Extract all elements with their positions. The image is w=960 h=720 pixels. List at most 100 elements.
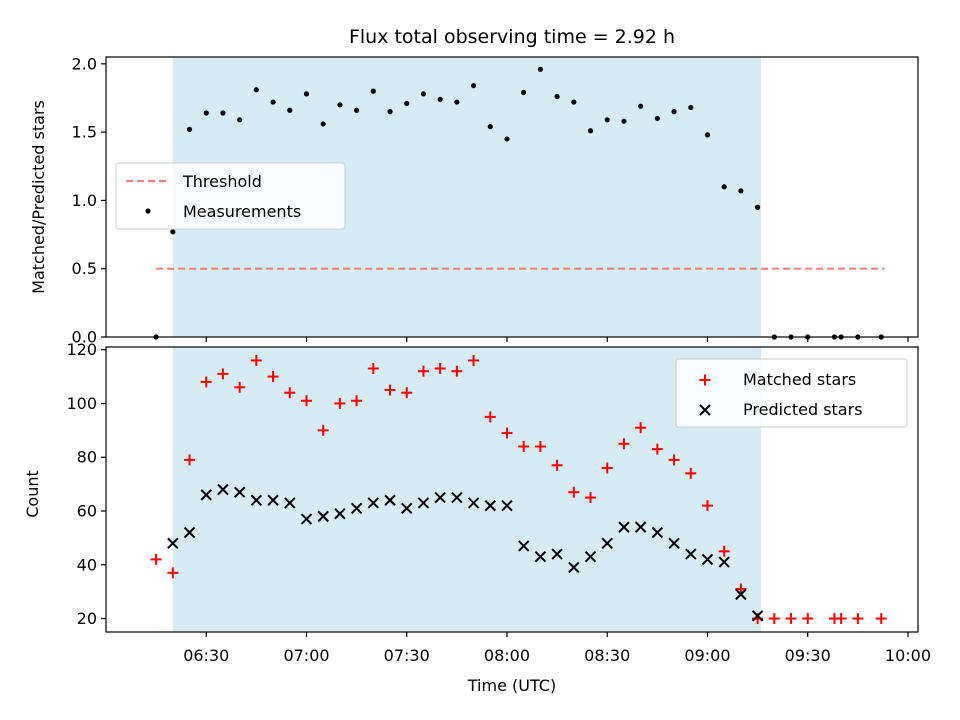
predicted-star-point bbox=[735, 588, 747, 601]
predicted-star-point bbox=[651, 526, 664, 539]
top-y-tick-label: 1.5 bbox=[72, 123, 97, 142]
predicted-star-point bbox=[701, 553, 714, 566]
predicted-star-point bbox=[517, 540, 530, 552]
predicted-star-point bbox=[668, 537, 680, 549]
matched-star-point bbox=[284, 387, 296, 399]
top-y-tick-label: 0.5 bbox=[72, 259, 97, 278]
legend-predicted-label: Predicted stars bbox=[743, 400, 863, 419]
predicted-star-point bbox=[634, 521, 647, 533]
measurement-point bbox=[420, 91, 427, 97]
chart-title: Flux total observing time = 2.92 h bbox=[349, 26, 675, 48]
matched-star-point bbox=[484, 411, 496, 423]
predicted-star-point bbox=[267, 494, 279, 506]
matched-star-point bbox=[568, 486, 580, 498]
legend-plus-glyph bbox=[699, 374, 711, 386]
matched-star-point bbox=[651, 443, 663, 455]
predicted-star-point bbox=[300, 513, 313, 525]
predicted-star-point bbox=[167, 537, 179, 549]
measurement-point bbox=[604, 117, 610, 123]
measurement-point bbox=[621, 118, 627, 124]
legend-matched-label: Matched stars bbox=[743, 370, 856, 389]
bottom-observing-span bbox=[172, 347, 761, 632]
legend-predicted-marker bbox=[699, 404, 711, 416]
measurement-point bbox=[504, 136, 510, 142]
measurement-point bbox=[186, 126, 193, 132]
matched-star-point bbox=[735, 583, 747, 595]
predicted-star-point bbox=[284, 497, 296, 509]
matched-star-point bbox=[217, 368, 229, 380]
matched-star-point bbox=[184, 454, 196, 466]
x-tick-label: 08:30 bbox=[584, 646, 630, 665]
measurement-point bbox=[170, 229, 176, 235]
predicted-star-point bbox=[250, 494, 263, 506]
measurement-point bbox=[387, 109, 393, 115]
measurement-point bbox=[437, 96, 443, 102]
matched-star-point bbox=[668, 454, 680, 466]
bottom-legend: Matched stars Predicted stars bbox=[675, 358, 908, 428]
measurement-point bbox=[654, 115, 660, 122]
x-tick-label: 09:30 bbox=[785, 646, 831, 665]
measurement-point bbox=[454, 99, 460, 105]
measurement-point bbox=[370, 88, 376, 94]
matched-star-point bbox=[300, 395, 312, 407]
measurement-point bbox=[270, 99, 276, 105]
measurement-point bbox=[470, 83, 477, 89]
x-axis-label: Time (UTC) bbox=[467, 676, 556, 695]
predicted-star-point bbox=[618, 521, 630, 533]
predicted-star-point bbox=[401, 502, 413, 515]
predicted-star-point bbox=[417, 497, 430, 509]
measurement-point bbox=[537, 66, 544, 72]
measurement-point bbox=[688, 104, 694, 111]
predicted-star-point bbox=[467, 497, 480, 509]
predicted-star-point bbox=[334, 507, 346, 520]
top-axes-frame bbox=[105, 56, 919, 338]
measurement-point bbox=[203, 110, 209, 116]
matched-star-point bbox=[585, 492, 597, 504]
top-y-tick-label: 0.0 bbox=[72, 328, 97, 347]
matched-star-point bbox=[501, 427, 513, 439]
predicted-star-point bbox=[751, 610, 764, 622]
predicted-star-point bbox=[601, 537, 613, 549]
bottom-y-tick-label: 40 bbox=[77, 555, 97, 574]
measurement-point bbox=[704, 132, 711, 138]
matched-star-point bbox=[167, 567, 179, 579]
matched-star-point bbox=[518, 440, 530, 452]
measurement-point bbox=[237, 117, 243, 123]
measurement-point bbox=[671, 109, 677, 115]
matched-star-point bbox=[250, 354, 262, 366]
matched-star-point bbox=[718, 545, 730, 557]
predicted-star-point bbox=[434, 491, 446, 504]
measurement-point bbox=[404, 100, 410, 107]
matched-star-point bbox=[267, 371, 279, 383]
matched-star-point bbox=[468, 354, 480, 366]
matched-star-point bbox=[835, 613, 847, 625]
predicted-star-point bbox=[551, 548, 563, 560]
measurement-point bbox=[487, 124, 493, 130]
x-tick-label: 07:00 bbox=[283, 646, 329, 665]
legend-measurements-label: Measurements bbox=[183, 202, 301, 221]
bottom-y-axis-label: Count bbox=[23, 470, 42, 518]
predicted-star-point bbox=[183, 526, 196, 539]
matched-star-point bbox=[234, 381, 246, 393]
bottom-y-tick-label: 120 bbox=[66, 340, 97, 359]
predicted-star-point bbox=[451, 491, 463, 504]
matched-star-point bbox=[334, 397, 346, 409]
matched-star-point bbox=[852, 613, 864, 625]
matched-star-point bbox=[601, 462, 613, 474]
predicted-star-point bbox=[200, 489, 212, 501]
x-tick-label: 10:00 bbox=[885, 646, 931, 665]
top-panel: 0.00.51.01.52.0 Matched/Predicted stars … bbox=[29, 54, 919, 347]
matched-star-point bbox=[768, 613, 780, 625]
x-tick-label: 07:30 bbox=[384, 646, 430, 665]
measurement-point bbox=[287, 107, 293, 113]
measurement-point bbox=[571, 99, 577, 105]
predicted-star-point bbox=[317, 510, 329, 523]
matched-star-point bbox=[451, 365, 463, 377]
predicted-star-point bbox=[217, 483, 229, 496]
x-tick-label: 09:00 bbox=[684, 646, 730, 665]
matched-star-point bbox=[150, 553, 162, 565]
measurement-point bbox=[220, 110, 226, 116]
measurement-point bbox=[337, 102, 343, 108]
bottom-y-tick-label: 20 bbox=[77, 609, 97, 628]
